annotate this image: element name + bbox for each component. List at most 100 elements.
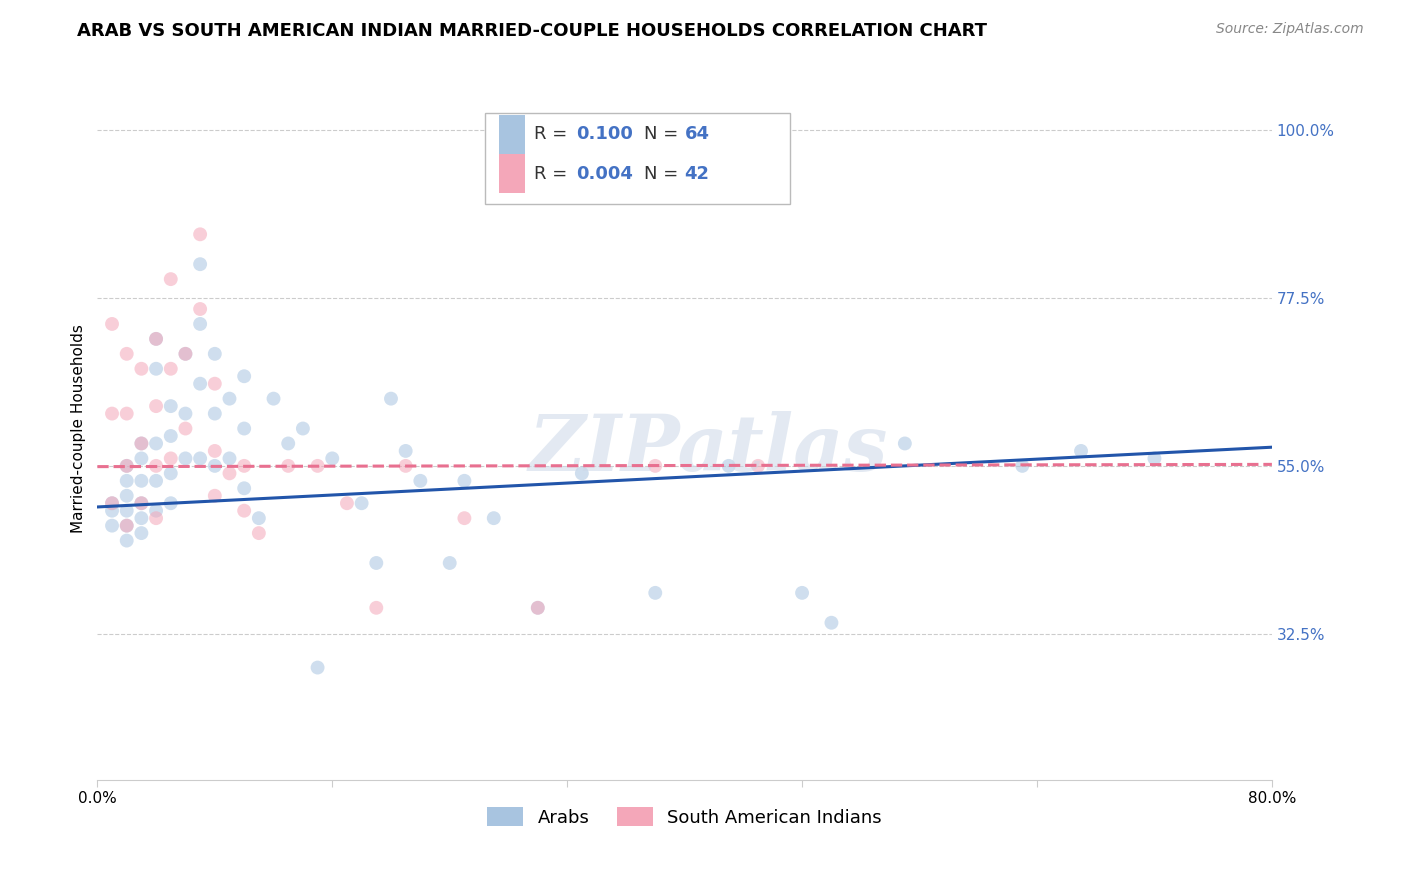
Point xyxy=(115,489,138,503)
Point xyxy=(307,660,329,674)
Point xyxy=(188,301,211,316)
Point xyxy=(409,474,432,488)
Point xyxy=(188,376,211,391)
Point xyxy=(174,451,197,466)
Point xyxy=(115,518,138,533)
Point xyxy=(233,504,256,518)
Point xyxy=(159,399,181,413)
Point xyxy=(159,429,181,443)
Point xyxy=(204,376,226,391)
Point xyxy=(131,496,153,510)
Point xyxy=(321,451,343,466)
Point xyxy=(527,600,550,615)
Point xyxy=(717,458,740,473)
Point xyxy=(145,511,167,525)
Point xyxy=(101,496,124,510)
FancyBboxPatch shape xyxy=(499,154,524,193)
Point xyxy=(233,421,256,435)
Y-axis label: Married-couple Households: Married-couple Households xyxy=(72,324,86,533)
Point xyxy=(644,586,666,600)
Text: 0.100: 0.100 xyxy=(576,125,634,144)
Point xyxy=(336,496,359,510)
Point xyxy=(395,458,418,473)
Point xyxy=(820,615,842,630)
Point xyxy=(145,458,167,473)
Point xyxy=(188,227,211,242)
Point xyxy=(131,474,153,488)
Text: 0.004: 0.004 xyxy=(576,164,634,183)
FancyBboxPatch shape xyxy=(485,112,790,204)
Point xyxy=(145,332,167,346)
Text: 42: 42 xyxy=(685,164,710,183)
Point xyxy=(159,451,181,466)
Point xyxy=(145,332,167,346)
Point xyxy=(188,451,211,466)
Point xyxy=(277,458,299,473)
Text: N =: N = xyxy=(644,125,683,144)
Point xyxy=(204,347,226,361)
Point xyxy=(218,451,240,466)
Point xyxy=(366,556,388,570)
Point xyxy=(159,361,181,376)
Point xyxy=(174,421,197,435)
Point xyxy=(115,458,138,473)
Point xyxy=(145,399,167,413)
Point xyxy=(115,518,138,533)
Text: 64: 64 xyxy=(685,125,710,144)
Point xyxy=(482,511,505,525)
Point xyxy=(131,496,153,510)
Text: ZIPatlas: ZIPatlas xyxy=(529,411,887,488)
Point xyxy=(747,458,769,473)
Point xyxy=(174,407,197,421)
Point xyxy=(644,458,666,473)
Text: ARAB VS SOUTH AMERICAN INDIAN MARRIED-COUPLE HOUSEHOLDS CORRELATION CHART: ARAB VS SOUTH AMERICAN INDIAN MARRIED-CO… xyxy=(77,22,987,40)
Point xyxy=(204,444,226,458)
Point xyxy=(101,518,124,533)
Point xyxy=(395,444,418,458)
Point xyxy=(527,600,550,615)
Point xyxy=(115,458,138,473)
Point xyxy=(233,458,256,473)
Point xyxy=(350,496,373,510)
Point xyxy=(453,511,475,525)
Point xyxy=(380,392,402,406)
Point xyxy=(101,317,124,331)
Point xyxy=(263,392,285,406)
Point xyxy=(145,474,167,488)
Point xyxy=(204,458,226,473)
Point xyxy=(1143,451,1166,466)
Point xyxy=(145,361,167,376)
Point xyxy=(174,347,197,361)
Point xyxy=(131,436,153,450)
Point xyxy=(115,347,138,361)
Point xyxy=(101,407,124,421)
Point xyxy=(131,511,153,525)
Point xyxy=(366,600,388,615)
Point xyxy=(131,451,153,466)
Point xyxy=(115,533,138,548)
Point xyxy=(174,347,197,361)
Text: R =: R = xyxy=(534,125,574,144)
Point xyxy=(131,526,153,541)
Point xyxy=(247,526,270,541)
Point xyxy=(159,272,181,286)
Point xyxy=(894,436,917,450)
Point xyxy=(131,361,153,376)
Point xyxy=(453,474,475,488)
Point xyxy=(115,474,138,488)
Point xyxy=(218,467,240,481)
Point xyxy=(233,369,256,384)
Point xyxy=(145,504,167,518)
Text: R =: R = xyxy=(534,164,574,183)
Point xyxy=(204,407,226,421)
Point xyxy=(291,421,314,435)
Text: Source: ZipAtlas.com: Source: ZipAtlas.com xyxy=(1216,22,1364,37)
Text: N =: N = xyxy=(644,164,683,183)
Point xyxy=(247,511,270,525)
Point xyxy=(188,317,211,331)
Point xyxy=(101,496,124,510)
Legend: Arabs, South American Indians: Arabs, South American Indians xyxy=(479,800,889,834)
Point xyxy=(233,481,256,495)
Point xyxy=(439,556,461,570)
Point xyxy=(1070,444,1092,458)
